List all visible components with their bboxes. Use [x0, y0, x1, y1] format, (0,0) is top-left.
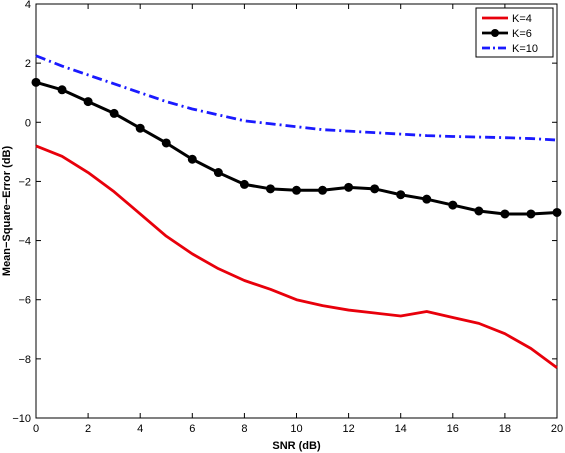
data-point: [526, 209, 536, 219]
y-tick-label: 4: [25, 0, 31, 11]
data-point: [135, 123, 145, 133]
series-line: [35, 144, 558, 369]
x-tick-label: 16: [447, 423, 459, 435]
legend-entry: K=4: [482, 13, 532, 25]
x-tick-label: 20: [551, 423, 563, 435]
axis-ticks: [35, 3, 558, 419]
y-axis-label: Mean−Square−Error (dB): [1, 146, 13, 277]
y-tick-label: −8: [18, 354, 31, 366]
data-point: [448, 200, 458, 210]
x-tick-label: 4: [137, 423, 143, 435]
series-k-10: [35, 54, 558, 142]
legend-marker: [491, 29, 499, 37]
data-point: [83, 97, 93, 107]
data-point: [422, 194, 432, 204]
x-axis-label: SNR (dB): [272, 440, 321, 452]
data-point: [500, 209, 510, 219]
data-point: [187, 154, 197, 164]
x-tick-label: 14: [395, 423, 407, 435]
x-tick-label: 2: [85, 423, 91, 435]
y-tick-label: −2: [18, 176, 31, 188]
legend-label: K=6: [512, 28, 532, 40]
x-tick-label: 12: [342, 423, 354, 435]
data-point: [344, 182, 354, 192]
data-point: [396, 190, 406, 200]
legend-label: K=4: [512, 13, 532, 25]
series-k-6: [31, 77, 562, 219]
data-point: [109, 108, 119, 118]
series-line: [35, 54, 558, 142]
data-point: [292, 185, 301, 195]
data-point: [57, 85, 67, 95]
data-point: [31, 77, 41, 87]
data-point: [265, 184, 275, 194]
series-layer: [31, 54, 562, 369]
legend: K=4 K=6 K=10: [475, 7, 554, 58]
legend-entry: K=6: [482, 28, 532, 40]
data-point: [239, 179, 249, 189]
y-tick-label: 2: [25, 58, 31, 70]
plot-area: [35, 3, 558, 419]
x-tick-label: 6: [189, 423, 195, 435]
y-tick-label: −10: [12, 413, 31, 425]
axis-tick-labels: 0 2 4 6 8 10 12 14 16 18 20 −10 −8 −6 −4 −2 0 2 4: [12, 0, 563, 435]
y-tick-label: 0: [25, 117, 31, 129]
legend-entry: K=10: [482, 43, 538, 55]
data-point: [474, 206, 484, 216]
x-tick-label: 8: [241, 423, 247, 435]
data-point: [213, 168, 223, 178]
series-k-4: [35, 144, 558, 369]
y-tick-label: −4: [18, 236, 31, 248]
data-point: [370, 184, 380, 194]
data-point: [161, 138, 171, 148]
x-tick-label: 10: [290, 423, 302, 435]
data-point: [552, 207, 562, 217]
legend-label: K=10: [512, 43, 538, 55]
x-tick-label: 18: [499, 423, 511, 435]
x-tick-label: 0: [33, 423, 39, 435]
data-point: [318, 185, 328, 195]
y-tick-label: −6: [18, 295, 31, 307]
